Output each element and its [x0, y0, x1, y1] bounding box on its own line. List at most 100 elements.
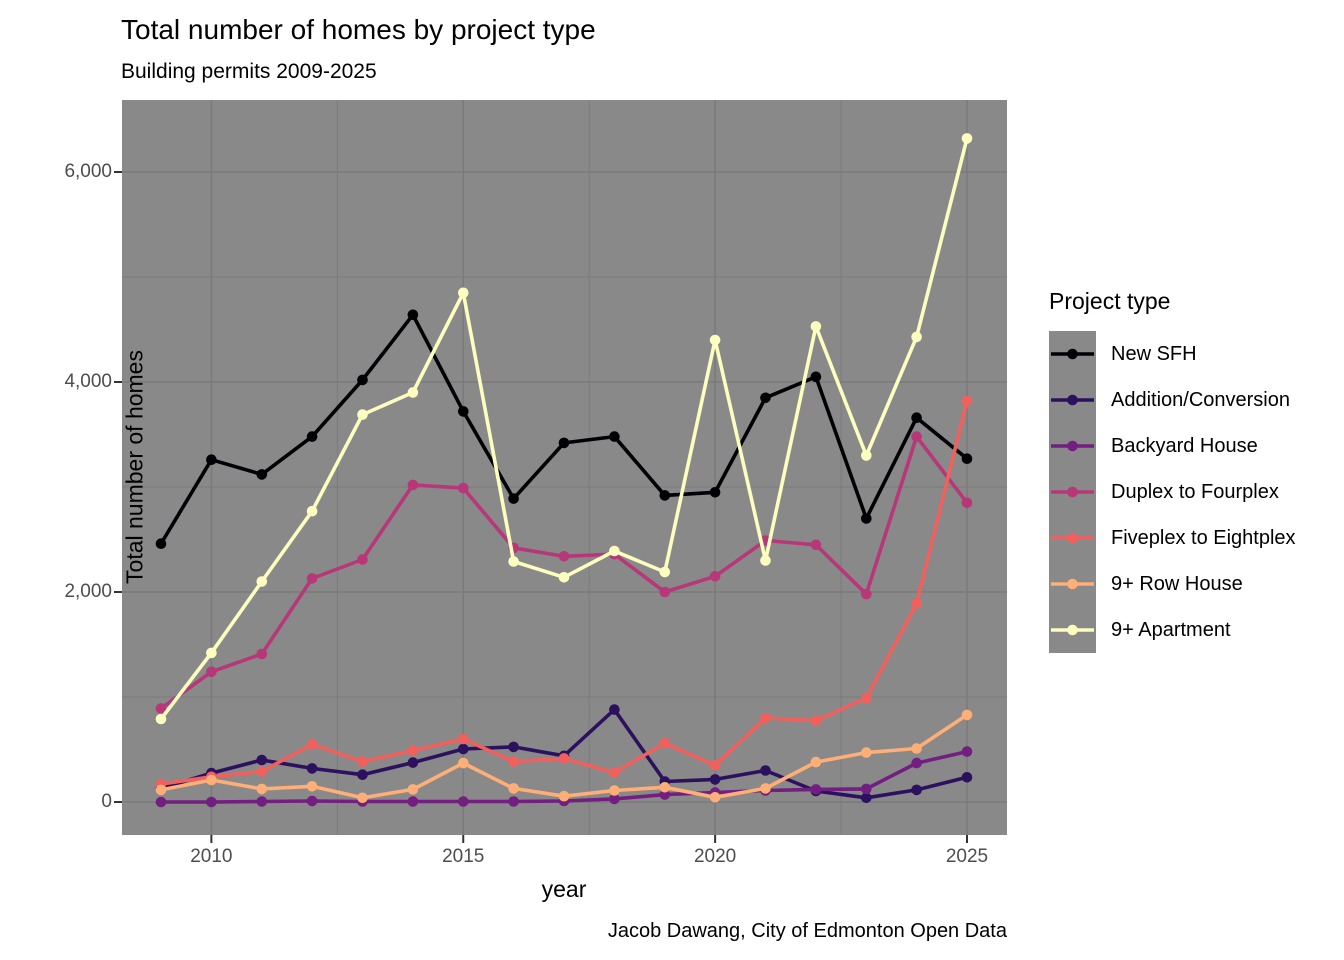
series-point-9-apartment: [911, 331, 922, 343]
legend-key-glyph: [1051, 532, 1094, 544]
legend-item-backyard-house: Backyard House: [1049, 423, 1339, 469]
series-point-new-sfh: [407, 309, 419, 321]
series-point-9-apartment: [357, 409, 368, 420]
series-point-addition-conversion: [458, 743, 469, 755]
series-point-duplex-to-fourplex: [458, 482, 469, 494]
series-point-9-apartment: [760, 555, 771, 566]
series-point-9-apartment: [508, 556, 519, 567]
series-point-backyard-house: [508, 796, 519, 807]
series-point-9-row-house: [306, 781, 318, 792]
legend: Project type New SFH Addition/Conversion B…: [1049, 288, 1339, 653]
series-point-duplex-to-fourplex: [861, 588, 872, 600]
series-point-fiveplex-to-eightplex: [861, 692, 872, 704]
legend-key-glyph: [1051, 578, 1094, 590]
series-point-backyard-house: [911, 757, 922, 769]
legend-item-duplex-to-fourplex: Duplex to Fourplex: [1049, 469, 1339, 515]
series-point-9-row-house: [861, 747, 872, 758]
series-point-9-row-house: [357, 792, 368, 804]
series-point-9-row-house: [709, 792, 721, 803]
series-point-addition-conversion: [306, 763, 318, 774]
legend-title: Project type: [1049, 288, 1171, 314]
series-point-9-row-house: [458, 757, 469, 769]
series-point-9-apartment: [155, 713, 167, 725]
series-point-9-row-house: [609, 785, 620, 796]
series-point-backyard-house: [407, 796, 419, 807]
legend-label: Duplex to Fourplex: [1111, 480, 1279, 503]
series-point-addition-conversion: [911, 784, 922, 796]
series-point-backyard-house: [256, 796, 268, 807]
series-point-duplex-to-fourplex: [659, 586, 671, 598]
series-point-new-sfh: [911, 412, 922, 424]
series-point-9-row-house: [911, 743, 922, 754]
legend-key-glyph: [1051, 440, 1094, 452]
y-tick-label: 0: [101, 791, 112, 812]
legend-key-fiveplex-to-eightplex: [1049, 515, 1096, 561]
series-point-duplex-to-fourplex: [407, 479, 419, 491]
legend-item-fiveplex-to-eightplex: Fiveplex to Eightplex: [1049, 515, 1339, 561]
series-point-9-apartment: [407, 387, 419, 398]
x-axis-title: year: [541, 876, 587, 902]
series-point-9-row-house: [810, 756, 822, 768]
series-point-new-sfh: [306, 431, 318, 442]
legend-item-new-sfh: New SFH: [1049, 331, 1339, 377]
series-point-addition-conversion: [709, 774, 721, 785]
y-tick-label: 6,000: [64, 161, 112, 182]
series-point-fiveplex-to-eightplex: [760, 712, 771, 724]
series-point-new-sfh: [810, 371, 822, 383]
x-tick-label: 2025: [945, 846, 989, 867]
series-point-9-row-house: [155, 784, 167, 796]
series-point-duplex-to-fourplex: [911, 431, 922, 442]
legend-key-backyard-house: [1049, 423, 1096, 469]
series-point-fiveplex-to-eightplex: [458, 733, 469, 745]
series-point-9-row-house: [558, 790, 570, 802]
chart-subtitle: Building permits 2009-2025: [121, 60, 377, 83]
series-point-fiveplex-to-eightplex: [508, 756, 519, 767]
series-point-9-apartment: [861, 450, 872, 461]
series-point-backyard-house: [155, 796, 167, 808]
series-point-duplex-to-fourplex: [306, 573, 318, 584]
series-point-9-row-house: [760, 783, 771, 794]
series-point-new-sfh: [458, 406, 469, 417]
y-tick-label: 4,000: [64, 371, 112, 392]
series-point-fiveplex-to-eightplex: [407, 745, 419, 756]
series-point-fiveplex-to-eightplex: [810, 715, 822, 726]
series-point-duplex-to-fourplex: [256, 648, 268, 660]
series-point-fiveplex-to-eightplex: [306, 739, 318, 750]
series-point-fiveplex-to-eightplex: [659, 737, 671, 749]
series-point-addition-conversion: [961, 772, 973, 783]
series-point-backyard-house: [861, 783, 872, 795]
series-point-backyard-house: [206, 796, 217, 808]
series-point-duplex-to-fourplex: [558, 551, 570, 562]
series-point-9-apartment: [810, 321, 822, 332]
legend-key-9-apartment: [1049, 607, 1096, 653]
series-point-backyard-house: [961, 746, 973, 757]
legend-key-glyph: [1051, 486, 1094, 498]
series-point-backyard-house: [306, 795, 318, 807]
series-point-addition-conversion: [256, 754, 268, 766]
series-point-duplex-to-fourplex: [810, 539, 822, 551]
series-point-9-apartment: [961, 133, 973, 144]
series-point-new-sfh: [709, 487, 721, 498]
series-point-addition-conversion: [508, 741, 519, 753]
legend-key-duplex-to-fourplex: [1049, 469, 1096, 515]
series-point-backyard-house: [458, 796, 469, 807]
series-point-9-row-house: [659, 782, 671, 793]
panel-background: [122, 100, 1007, 835]
series-point-9-apartment: [256, 576, 268, 587]
series-point-duplex-to-fourplex: [155, 703, 167, 714]
series-point-fiveplex-to-eightplex: [609, 767, 620, 778]
series-point-9-row-house: [407, 784, 419, 795]
series-point-duplex-to-fourplex: [206, 666, 217, 678]
series-point-duplex-to-fourplex: [357, 554, 368, 565]
series-point-duplex-to-fourplex: [709, 571, 721, 582]
series-point-9-row-house: [256, 783, 268, 795]
series-point-backyard-house: [810, 784, 822, 795]
legend-label: Addition/Conversion: [1111, 388, 1290, 411]
series-point-9-row-house: [206, 774, 217, 786]
series-point-addition-conversion: [357, 769, 368, 780]
series-point-9-row-house: [508, 783, 519, 794]
series-point-new-sfh: [508, 493, 519, 504]
x-tick-label: 2010: [190, 846, 233, 867]
series-point-new-sfh: [357, 374, 368, 386]
